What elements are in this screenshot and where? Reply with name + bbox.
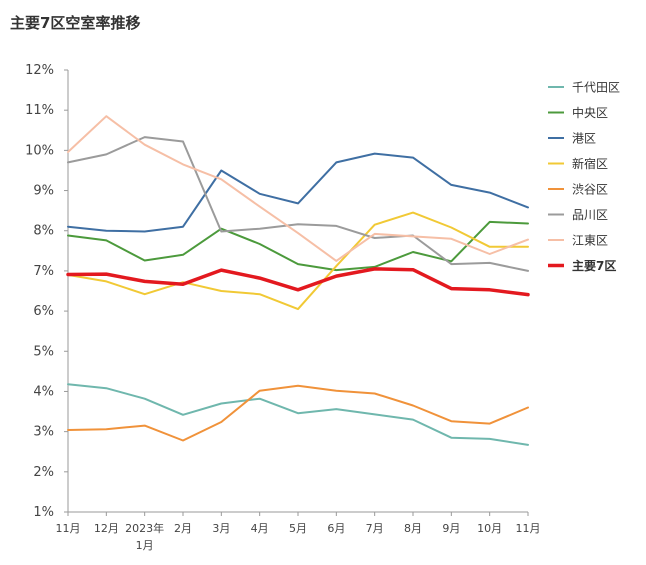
x-tick-label: 11月 bbox=[56, 522, 81, 535]
x-tick-label: 8月 bbox=[404, 522, 422, 535]
x-tick-label: 1月 bbox=[136, 539, 154, 552]
y-tick-label: 11% bbox=[25, 103, 54, 118]
legend-label: 主要7区 bbox=[572, 258, 616, 273]
y-tick-label: 3% bbox=[33, 425, 54, 440]
legend-label: 品川区 bbox=[572, 208, 608, 222]
y-tick-label: 6% bbox=[33, 304, 54, 319]
y-tick-label: 4% bbox=[33, 384, 54, 399]
x-tick-label: 7月 bbox=[366, 522, 384, 535]
x-tick-label: 6月 bbox=[327, 522, 345, 535]
legend-label: 江東区 bbox=[572, 234, 608, 248]
series-line bbox=[67, 136, 529, 272]
y-tick-label: 7% bbox=[33, 264, 54, 279]
x-tick-label: 5月 bbox=[289, 522, 307, 535]
series-line bbox=[66, 267, 530, 297]
x-tick-label: 10月 bbox=[477, 522, 502, 535]
x-tick-label: 2月 bbox=[174, 522, 192, 535]
chart-title: 主要7区空室率推移 bbox=[10, 14, 141, 32]
y-tick-label: 5% bbox=[33, 344, 54, 359]
series-line bbox=[67, 220, 529, 272]
legend-label: 渋谷区 bbox=[572, 183, 608, 197]
series-line bbox=[67, 152, 529, 233]
legend-label: 中央区 bbox=[572, 105, 608, 120]
x-tick-label: 11月 bbox=[516, 522, 541, 535]
legend-label: 港区 bbox=[572, 132, 596, 146]
legend-label: 新宿区 bbox=[572, 156, 608, 171]
x-tick-label: 3月 bbox=[212, 522, 230, 535]
y-tick-label: 1% bbox=[33, 505, 54, 520]
x-tick-label: 2023年 bbox=[125, 521, 164, 535]
x-tick-label: 9月 bbox=[442, 522, 460, 535]
y-tick-label: 8% bbox=[33, 224, 54, 239]
y-tick-label: 2% bbox=[33, 465, 54, 480]
chart-series bbox=[66, 115, 530, 446]
y-tick-label: 9% bbox=[33, 184, 54, 199]
y-tick-label: 10% bbox=[25, 143, 54, 158]
x-tick-label: 12月 bbox=[94, 522, 119, 535]
series-line bbox=[67, 383, 529, 446]
x-tick-label: 4月 bbox=[251, 522, 269, 535]
series-line bbox=[67, 384, 529, 442]
series-line bbox=[67, 115, 529, 262]
y-tick-label: 12% bbox=[25, 63, 54, 78]
series-line bbox=[67, 211, 529, 311]
chart-axes: 1% 2% 3% 4% 5% 6% 7% 8% 9% 10% 11% 12% 11月 12月 2023年 1月… bbox=[25, 63, 540, 552]
legend-label: 千代田区 bbox=[572, 81, 620, 95]
